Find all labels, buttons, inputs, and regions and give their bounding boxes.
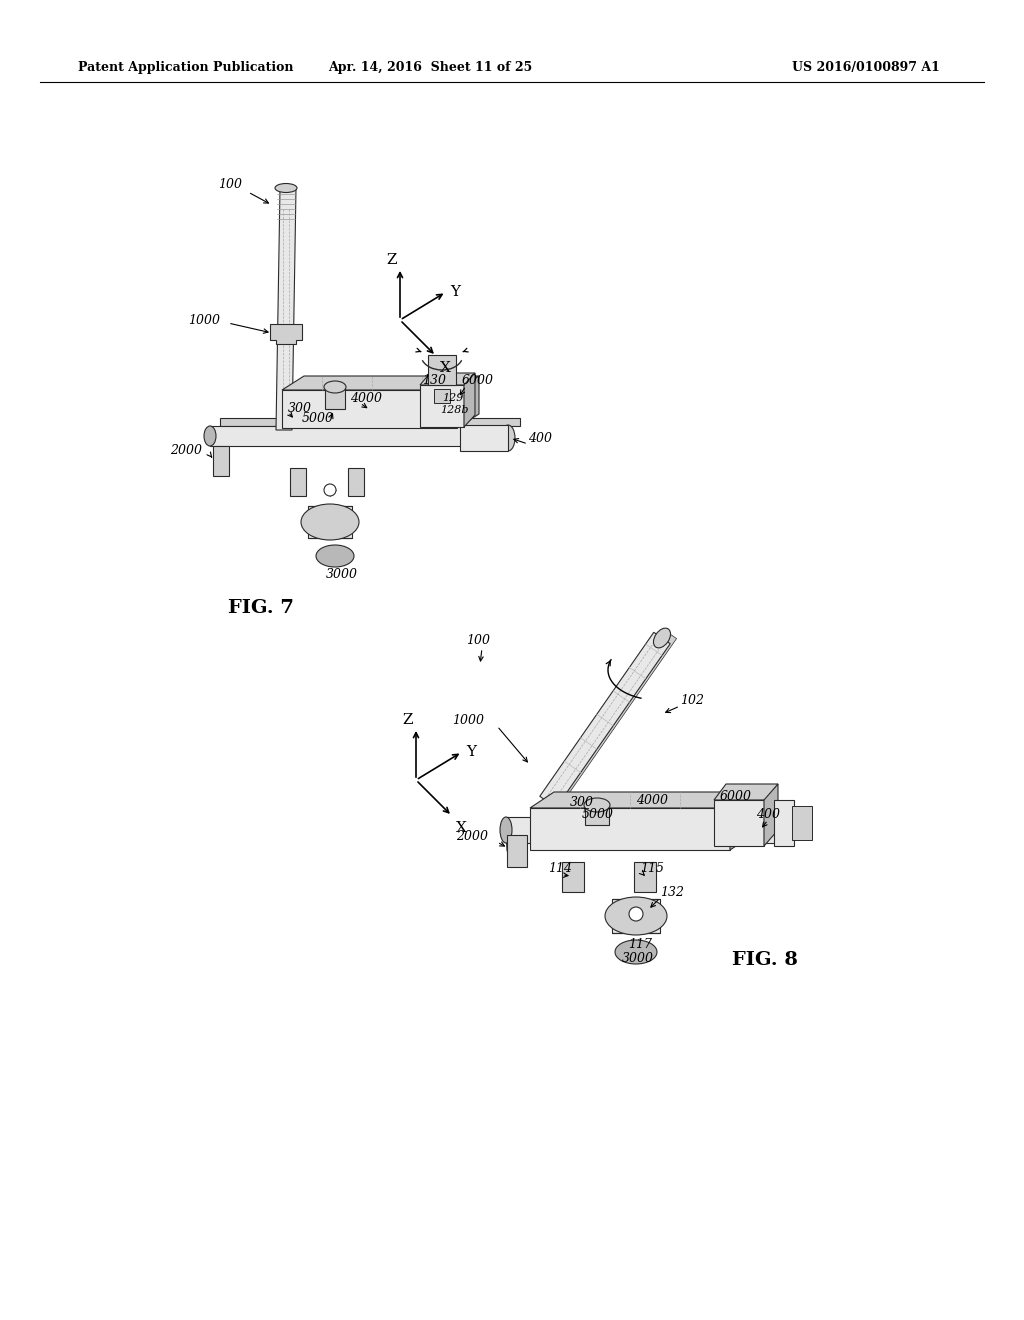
Polygon shape <box>634 862 656 892</box>
Polygon shape <box>308 506 352 539</box>
Text: FIG. 7: FIG. 7 <box>228 599 294 616</box>
Text: 4000: 4000 <box>636 793 668 807</box>
Text: 3000: 3000 <box>326 568 358 581</box>
Ellipse shape <box>605 898 667 935</box>
Text: 129: 129 <box>442 393 464 403</box>
Text: 100: 100 <box>218 178 242 191</box>
Polygon shape <box>764 784 778 846</box>
Ellipse shape <box>204 426 216 446</box>
Polygon shape <box>562 862 584 892</box>
Text: 132: 132 <box>660 886 684 899</box>
Text: 1000: 1000 <box>188 314 220 326</box>
Text: 3000: 3000 <box>622 952 654 965</box>
Ellipse shape <box>301 504 359 540</box>
Text: 1000: 1000 <box>452 714 484 726</box>
Text: 300: 300 <box>288 401 312 414</box>
Polygon shape <box>213 446 229 477</box>
Polygon shape <box>506 817 780 843</box>
Ellipse shape <box>316 545 354 568</box>
Polygon shape <box>210 426 500 446</box>
Text: 6000: 6000 <box>720 789 752 803</box>
Polygon shape <box>220 418 520 426</box>
Polygon shape <box>540 632 671 808</box>
Polygon shape <box>420 374 475 385</box>
Circle shape <box>324 484 336 496</box>
Ellipse shape <box>324 381 346 393</box>
Text: 5000: 5000 <box>302 412 334 425</box>
Text: 114: 114 <box>548 862 572 874</box>
Ellipse shape <box>584 799 610 812</box>
Polygon shape <box>714 800 764 846</box>
Ellipse shape <box>500 817 512 843</box>
Polygon shape <box>348 469 364 496</box>
Polygon shape <box>276 187 296 430</box>
Polygon shape <box>457 376 479 428</box>
Polygon shape <box>290 469 306 496</box>
Text: X: X <box>440 360 451 375</box>
Polygon shape <box>464 374 475 426</box>
Text: 2000: 2000 <box>170 444 202 457</box>
Text: Apr. 14, 2016  Sheet 11 of 25: Apr. 14, 2016 Sheet 11 of 25 <box>328 62 532 74</box>
Text: 102: 102 <box>680 693 705 706</box>
Text: Z: Z <box>402 713 413 727</box>
Text: 4000: 4000 <box>350 392 382 404</box>
Text: Z: Z <box>386 253 396 267</box>
Text: 130: 130 <box>422 374 446 387</box>
Polygon shape <box>507 836 527 867</box>
Text: Y: Y <box>466 744 476 759</box>
Polygon shape <box>325 387 345 409</box>
Polygon shape <box>460 425 508 451</box>
Ellipse shape <box>275 183 297 193</box>
Polygon shape <box>428 355 456 385</box>
Text: X: X <box>456 821 467 836</box>
Polygon shape <box>282 376 479 389</box>
Polygon shape <box>550 630 677 803</box>
Polygon shape <box>270 323 302 345</box>
Text: 128b: 128b <box>440 405 469 414</box>
Text: FIG. 8: FIG. 8 <box>732 950 798 969</box>
Text: 6000: 6000 <box>462 374 494 387</box>
Ellipse shape <box>615 940 657 964</box>
Polygon shape <box>282 389 457 428</box>
Polygon shape <box>530 792 754 808</box>
Text: 400: 400 <box>528 432 552 445</box>
Polygon shape <box>585 805 609 825</box>
Text: 300: 300 <box>570 796 594 808</box>
Text: Y: Y <box>450 285 460 300</box>
Ellipse shape <box>501 425 515 451</box>
Polygon shape <box>774 800 794 846</box>
Polygon shape <box>530 808 730 850</box>
Polygon shape <box>714 784 778 800</box>
Polygon shape <box>420 385 464 426</box>
Text: 117: 117 <box>628 937 652 950</box>
Text: 400: 400 <box>756 808 780 821</box>
Text: US 2016/0100897 A1: US 2016/0100897 A1 <box>793 62 940 74</box>
Ellipse shape <box>653 628 671 648</box>
Text: 115: 115 <box>640 862 664 874</box>
Polygon shape <box>612 899 660 933</box>
Text: 2000: 2000 <box>456 829 488 842</box>
Polygon shape <box>792 807 812 840</box>
Polygon shape <box>730 792 754 850</box>
Text: Patent Application Publication: Patent Application Publication <box>78 62 294 74</box>
Text: 100: 100 <box>466 634 490 647</box>
Polygon shape <box>434 389 450 403</box>
Text: 5000: 5000 <box>582 808 614 821</box>
Circle shape <box>629 907 643 921</box>
